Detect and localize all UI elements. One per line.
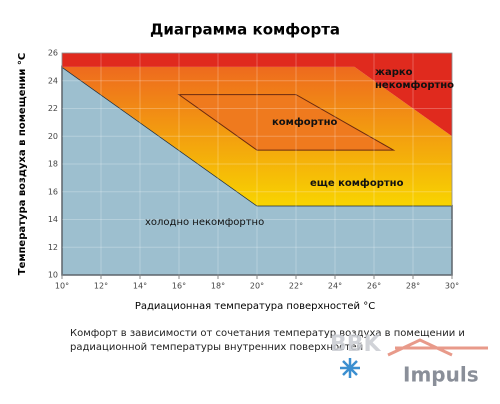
plot-frame [61,52,453,276]
region-label: холодно некомфортно [145,217,264,228]
x-tick-label: 30° [445,282,459,291]
x-tick-label: 22° [289,282,303,291]
watermark-snowflake [340,358,360,378]
x-tick-label: 16° [172,282,186,291]
y-tick-label: 18 [48,160,58,169]
watermark-roof [387,338,488,357]
y-tick-label: 12 [48,243,58,252]
x-axis-label: Радиационная температура поверхностей °С [135,301,375,312]
region-label: жарко некомфортно [375,67,454,91]
watermark-brand: BBK [330,332,382,357]
y-tick-label: 16 [48,187,58,196]
y-tick-label: 24 [48,76,58,85]
x-tick-label: 18° [211,282,225,291]
x-tick-label: 12° [94,282,108,291]
watermark-name: Impuls [403,363,479,387]
y-tick-label: 20 [48,132,58,141]
region [177,94,396,151]
x-tick-label: 14° [133,282,147,291]
chart-title: Диаграмма комфорта [150,21,340,39]
x-tick-label: 10° [55,282,69,291]
x-tick-label: 20° [250,282,264,291]
y-tick-label: 26 [48,49,58,58]
y-axis-label: Температура воздуха в помещении °С [17,53,28,276]
x-tick-label: 26° [367,282,381,291]
region [62,53,452,137]
y-tick-label: 10 [48,271,58,280]
caption: радиационной температуры внутренних пове… [70,342,363,353]
region-label: комфортно [272,116,337,128]
region-label: еще комфортно [310,177,404,189]
x-tick-label: 28° [406,282,420,291]
caption: Комфорт в зависимости от сочетания темпе… [70,328,465,339]
y-tick-label: 14 [48,215,58,224]
y-tick-label: 22 [48,104,58,113]
x-tick-label: 24° [328,282,342,291]
